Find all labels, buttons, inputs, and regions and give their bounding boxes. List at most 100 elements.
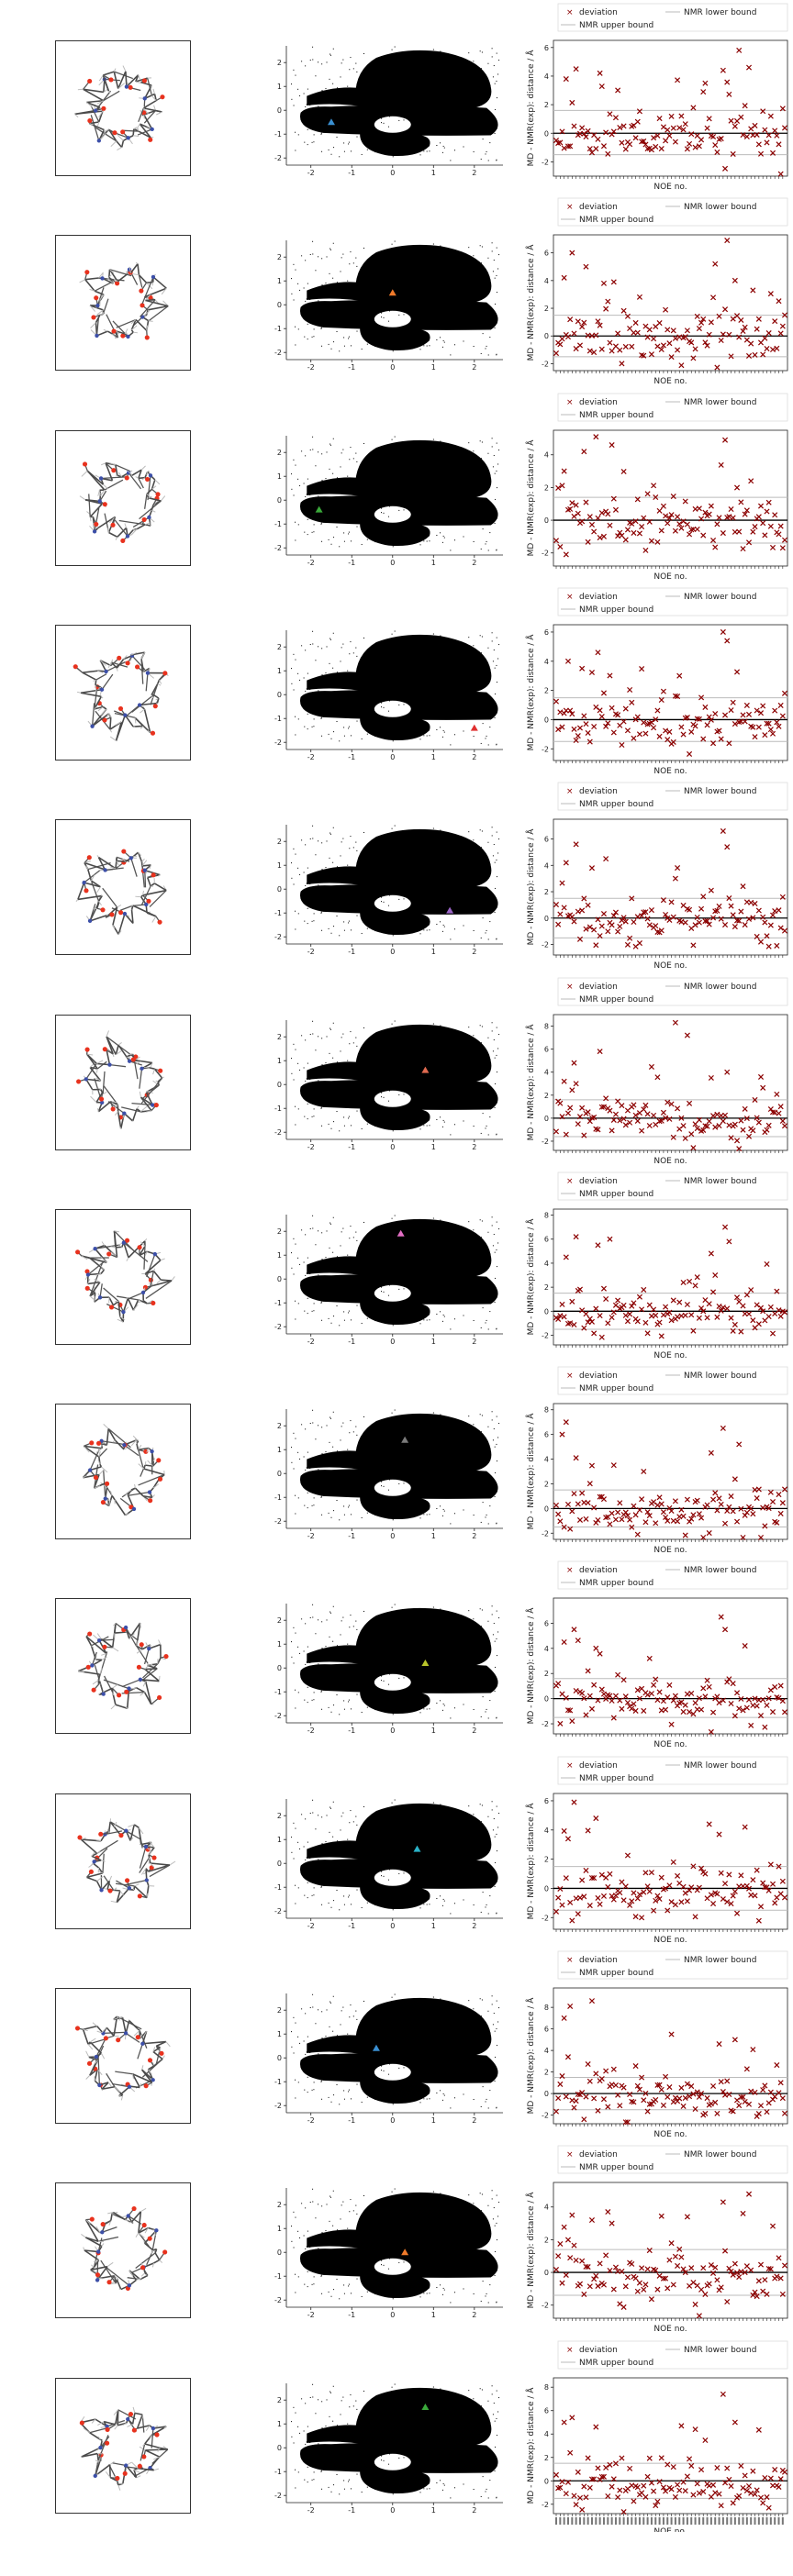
density-point (454, 734, 456, 736)
density-point (403, 1089, 405, 1091)
deviation-point (675, 865, 681, 872)
density-point (454, 928, 456, 930)
density-point (475, 106, 476, 108)
deviation-point (668, 511, 675, 517)
density-point (494, 667, 496, 669)
density-point (452, 707, 454, 709)
deviation-point (603, 856, 609, 862)
bond (109, 716, 112, 730)
y-tick-label: 1 (277, 1057, 282, 1065)
oxygen-atom (100, 1500, 106, 1505)
x-tick-label: -2 (307, 1532, 315, 1539)
deviation-point (591, 1114, 598, 1120)
density-point (293, 494, 295, 496)
density-point (311, 337, 313, 339)
density-point (350, 836, 352, 838)
density-point (416, 907, 418, 909)
bond (126, 74, 140, 88)
density-point (417, 1484, 419, 1486)
density-point (468, 1220, 470, 1222)
density-point (299, 94, 301, 96)
density-point (464, 518, 466, 520)
h-bond (143, 107, 149, 115)
y-tick-label: 1 (277, 83, 282, 91)
deviation-point (765, 330, 772, 337)
y-tick-label: 2 (277, 1033, 282, 1041)
density-point (305, 1488, 307, 1490)
density-point (447, 480, 449, 482)
nitrogen-atom (127, 1059, 132, 1063)
x-tick-label: 0 (390, 363, 395, 371)
density-point (494, 1251, 496, 1253)
density-point (393, 836, 395, 838)
density-point (402, 296, 404, 298)
bond (85, 1078, 101, 1082)
deviation-point (588, 669, 595, 675)
density-point (498, 643, 500, 645)
density-point (428, 696, 430, 698)
h-bond (140, 1105, 148, 1112)
y-tick-label: -2 (542, 1331, 549, 1339)
h-bond (83, 1475, 88, 1479)
density-point (349, 122, 351, 124)
density-point (429, 1124, 430, 1126)
density-point (402, 1075, 404, 1077)
density-point (366, 733, 368, 735)
oxygen-atom (93, 1475, 99, 1481)
density-point (329, 308, 331, 310)
density-point (363, 1077, 364, 1079)
deviation-point (743, 702, 750, 708)
density-point (361, 1075, 363, 1077)
x-tick-label: 2 (472, 363, 476, 371)
density-point (336, 866, 338, 868)
density-point (305, 904, 307, 905)
density-point (393, 272, 395, 274)
x-tick-label: 1 (431, 559, 436, 566)
density-point (477, 1451, 479, 1453)
deviation-point (708, 503, 714, 509)
x-axis-label: NOE no. (653, 767, 687, 776)
density-point (426, 1319, 428, 1321)
deviation-point (777, 702, 784, 708)
h-bond (155, 702, 158, 705)
density-point (495, 1472, 497, 1474)
density-point (369, 510, 371, 512)
density-point (410, 72, 412, 74)
density-point (408, 68, 410, 70)
nitrogen-atom (121, 1240, 126, 1245)
deviation-point (644, 1330, 651, 1337)
deviation-point (660, 688, 666, 694)
deviation-point (591, 350, 598, 356)
density-point (419, 1517, 421, 1519)
deviation-point (781, 1122, 788, 1128)
density-point (388, 1497, 390, 1499)
density-point (453, 642, 455, 644)
density-point (369, 120, 371, 122)
y-tick-label: 0 (277, 885, 282, 894)
density-point (383, 512, 385, 514)
density-point (336, 1305, 338, 1306)
density-point (329, 1417, 331, 1419)
deviation-point (767, 291, 774, 297)
density-point (307, 680, 309, 682)
x-ticks (555, 371, 784, 374)
y-tick-label: 6 (544, 44, 549, 52)
density-point (452, 1269, 454, 1271)
density-point (441, 869, 442, 871)
density-point (291, 1057, 293, 1059)
h-bond (95, 1448, 103, 1453)
y-tick-label: 2 (544, 1283, 549, 1292)
density-point (372, 294, 374, 295)
density-point (341, 257, 342, 259)
density-point (349, 69, 351, 71)
density-point (444, 707, 446, 709)
density-region (360, 1107, 430, 1130)
density-point (383, 687, 385, 689)
density-point (372, 683, 374, 685)
density-point (304, 1310, 306, 1312)
deviation-point (622, 918, 629, 925)
h-bond (101, 695, 104, 699)
deviation-point (720, 529, 726, 536)
density-point (374, 1288, 376, 1290)
